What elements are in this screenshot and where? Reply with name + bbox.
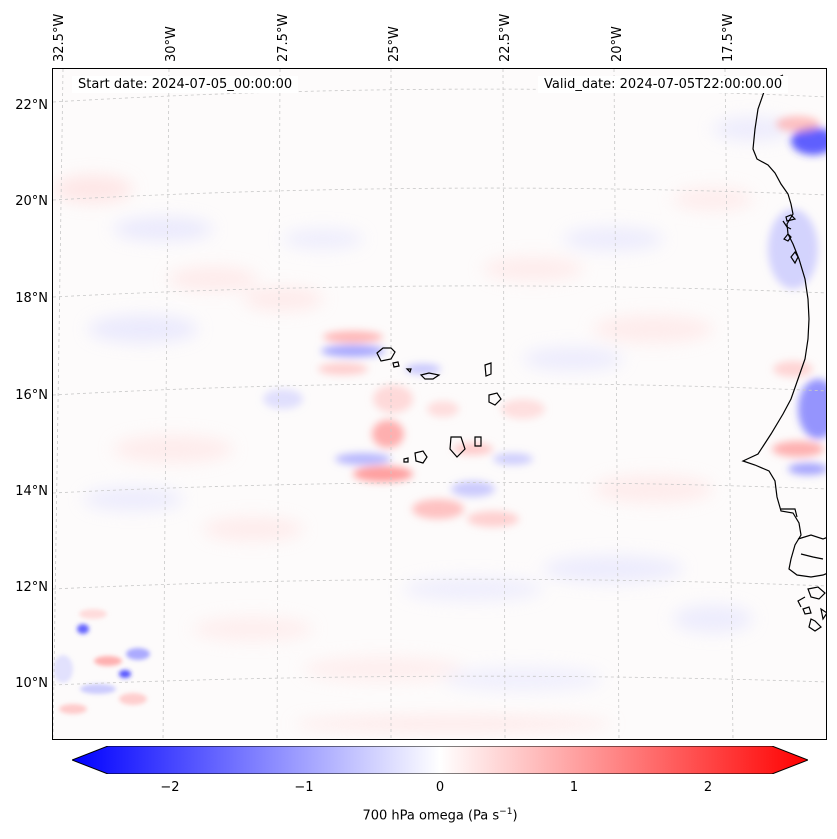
lat-label-18n: 18°N: [15, 291, 48, 306]
lat-label-20n: 20°N: [15, 194, 48, 209]
colorbar-tick-1: 1: [569, 780, 579, 795]
colorbar-tick-minus2: −2: [160, 780, 180, 795]
lat-label-14n: 14°N: [15, 484, 48, 499]
cape-verde-islands: [376, 347, 502, 464]
colorbar-tick-2: 2: [703, 780, 713, 795]
omega-southwest-cells: [53, 609, 150, 714]
lon-label-25w: 25°W: [387, 26, 402, 62]
map-panel[interactable]: [52, 68, 827, 740]
lon-label-17-5w: 17.5°W: [721, 13, 736, 62]
omega-field-map: [53, 69, 826, 739]
colorbar-body: [70, 745, 810, 775]
lon-label-32-5w: 32.5°W: [52, 13, 67, 62]
lat-label-22n: 22°N: [15, 98, 48, 113]
colorbar-gradient: [70, 745, 810, 775]
colorbar-label: 700 hPa omega (Pa s−1): [362, 807, 518, 824]
omega-background-blobs: [53, 117, 793, 732]
valid-date-label: Valid_date: 2024-07-05T22:00:00.00: [538, 76, 789, 93]
graticule: [53, 69, 826, 739]
lon-label-30w: 30°W: [164, 26, 179, 62]
lon-label-22-5w: 22.5°W: [498, 13, 513, 62]
lon-label-20w: 20°W: [610, 26, 625, 62]
start-date-label: Start date: 2024-07-05_00:00:00: [72, 76, 299, 93]
omega-island-wakes: [263, 331, 545, 527]
african-coastline: [741, 74, 826, 632]
colorbar: [70, 745, 810, 775]
lat-label-12n: 12°N: [15, 580, 48, 595]
colorbar-tick-minus1: −1: [294, 780, 314, 795]
lat-label-16n: 16°N: [15, 388, 48, 403]
lon-label-27-5w: 27.5°W: [276, 13, 291, 62]
colorbar-tick-0: 0: [435, 780, 445, 795]
omega-coastal-features: [768, 116, 826, 475]
lat-label-10n: 10°N: [15, 676, 48, 691]
